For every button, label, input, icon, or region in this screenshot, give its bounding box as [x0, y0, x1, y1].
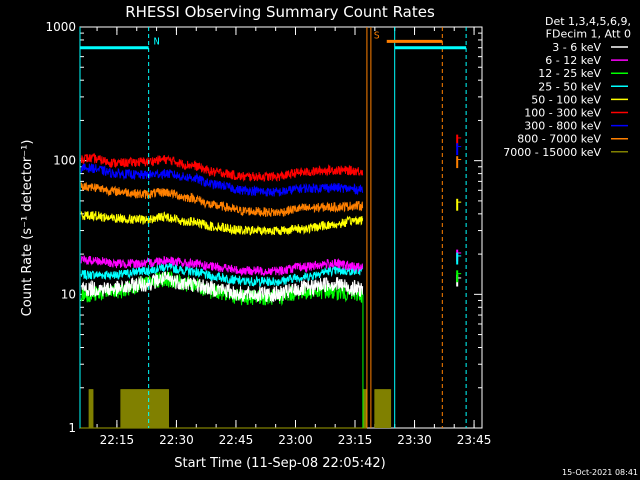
legend-label: 3 - 6 keV: [552, 41, 601, 54]
x-tick-label: 23:30: [397, 433, 432, 447]
mode-bar-label: N: [154, 37, 160, 48]
series-line-3-6keV: [80, 271, 364, 303]
x-tick-label: 23:15: [338, 433, 373, 447]
y-tick-label: 100: [53, 154, 76, 168]
series-line-800-7000keV: [80, 182, 364, 217]
footer-timestamp: 15-Oct-2021 08:41: [562, 468, 638, 477]
x-tick-label: 22:45: [219, 433, 254, 447]
x-axis-label: Start Time (11-Sep-08 22:05:42): [174, 456, 385, 471]
legend-label: 800 - 7000 keV: [517, 133, 601, 146]
x-tick-label: 22:30: [159, 433, 194, 447]
y-tick-label: 1000: [45, 20, 76, 34]
series-line-25-50keV: [80, 262, 364, 288]
legend-label: 50 - 100 keV: [531, 93, 601, 106]
chart-title: RHESSI Observing Summary Count Rates: [125, 3, 435, 21]
series-line-100-300keV: [80, 152, 364, 183]
series-line-6-12keV: [80, 255, 364, 277]
series-line-50-100keV: [80, 211, 364, 236]
legend-label: 6 - 12 keV: [545, 54, 601, 67]
y-tick-label: 1: [68, 421, 76, 435]
legend-header: Det 1,3,4,5,6,9,: [545, 15, 631, 28]
x-tick-label: 23:00: [278, 433, 313, 447]
legend-label: 25 - 50 keV: [538, 80, 601, 93]
legend-label: 100 - 300 keV: [524, 107, 601, 120]
legend-label: 300 - 800 keV: [524, 120, 601, 133]
y-tick-label: 10: [61, 287, 76, 301]
mode-bar-label: S: [374, 30, 380, 41]
x-tick-label: 22:15: [100, 433, 135, 447]
legend-header: FDecim 1, Att 0: [546, 28, 631, 41]
x-tick-label: 23:45: [457, 433, 492, 447]
series-line-300-800keV: [80, 163, 364, 197]
plot-frame: [79, 26, 483, 429]
y-axis-label: Count Rate (s⁻¹ detector⁻¹): [20, 140, 35, 317]
legend-label: 12 - 25 keV: [538, 67, 601, 80]
legend-label: 7000 - 15000 keV: [503, 146, 601, 159]
